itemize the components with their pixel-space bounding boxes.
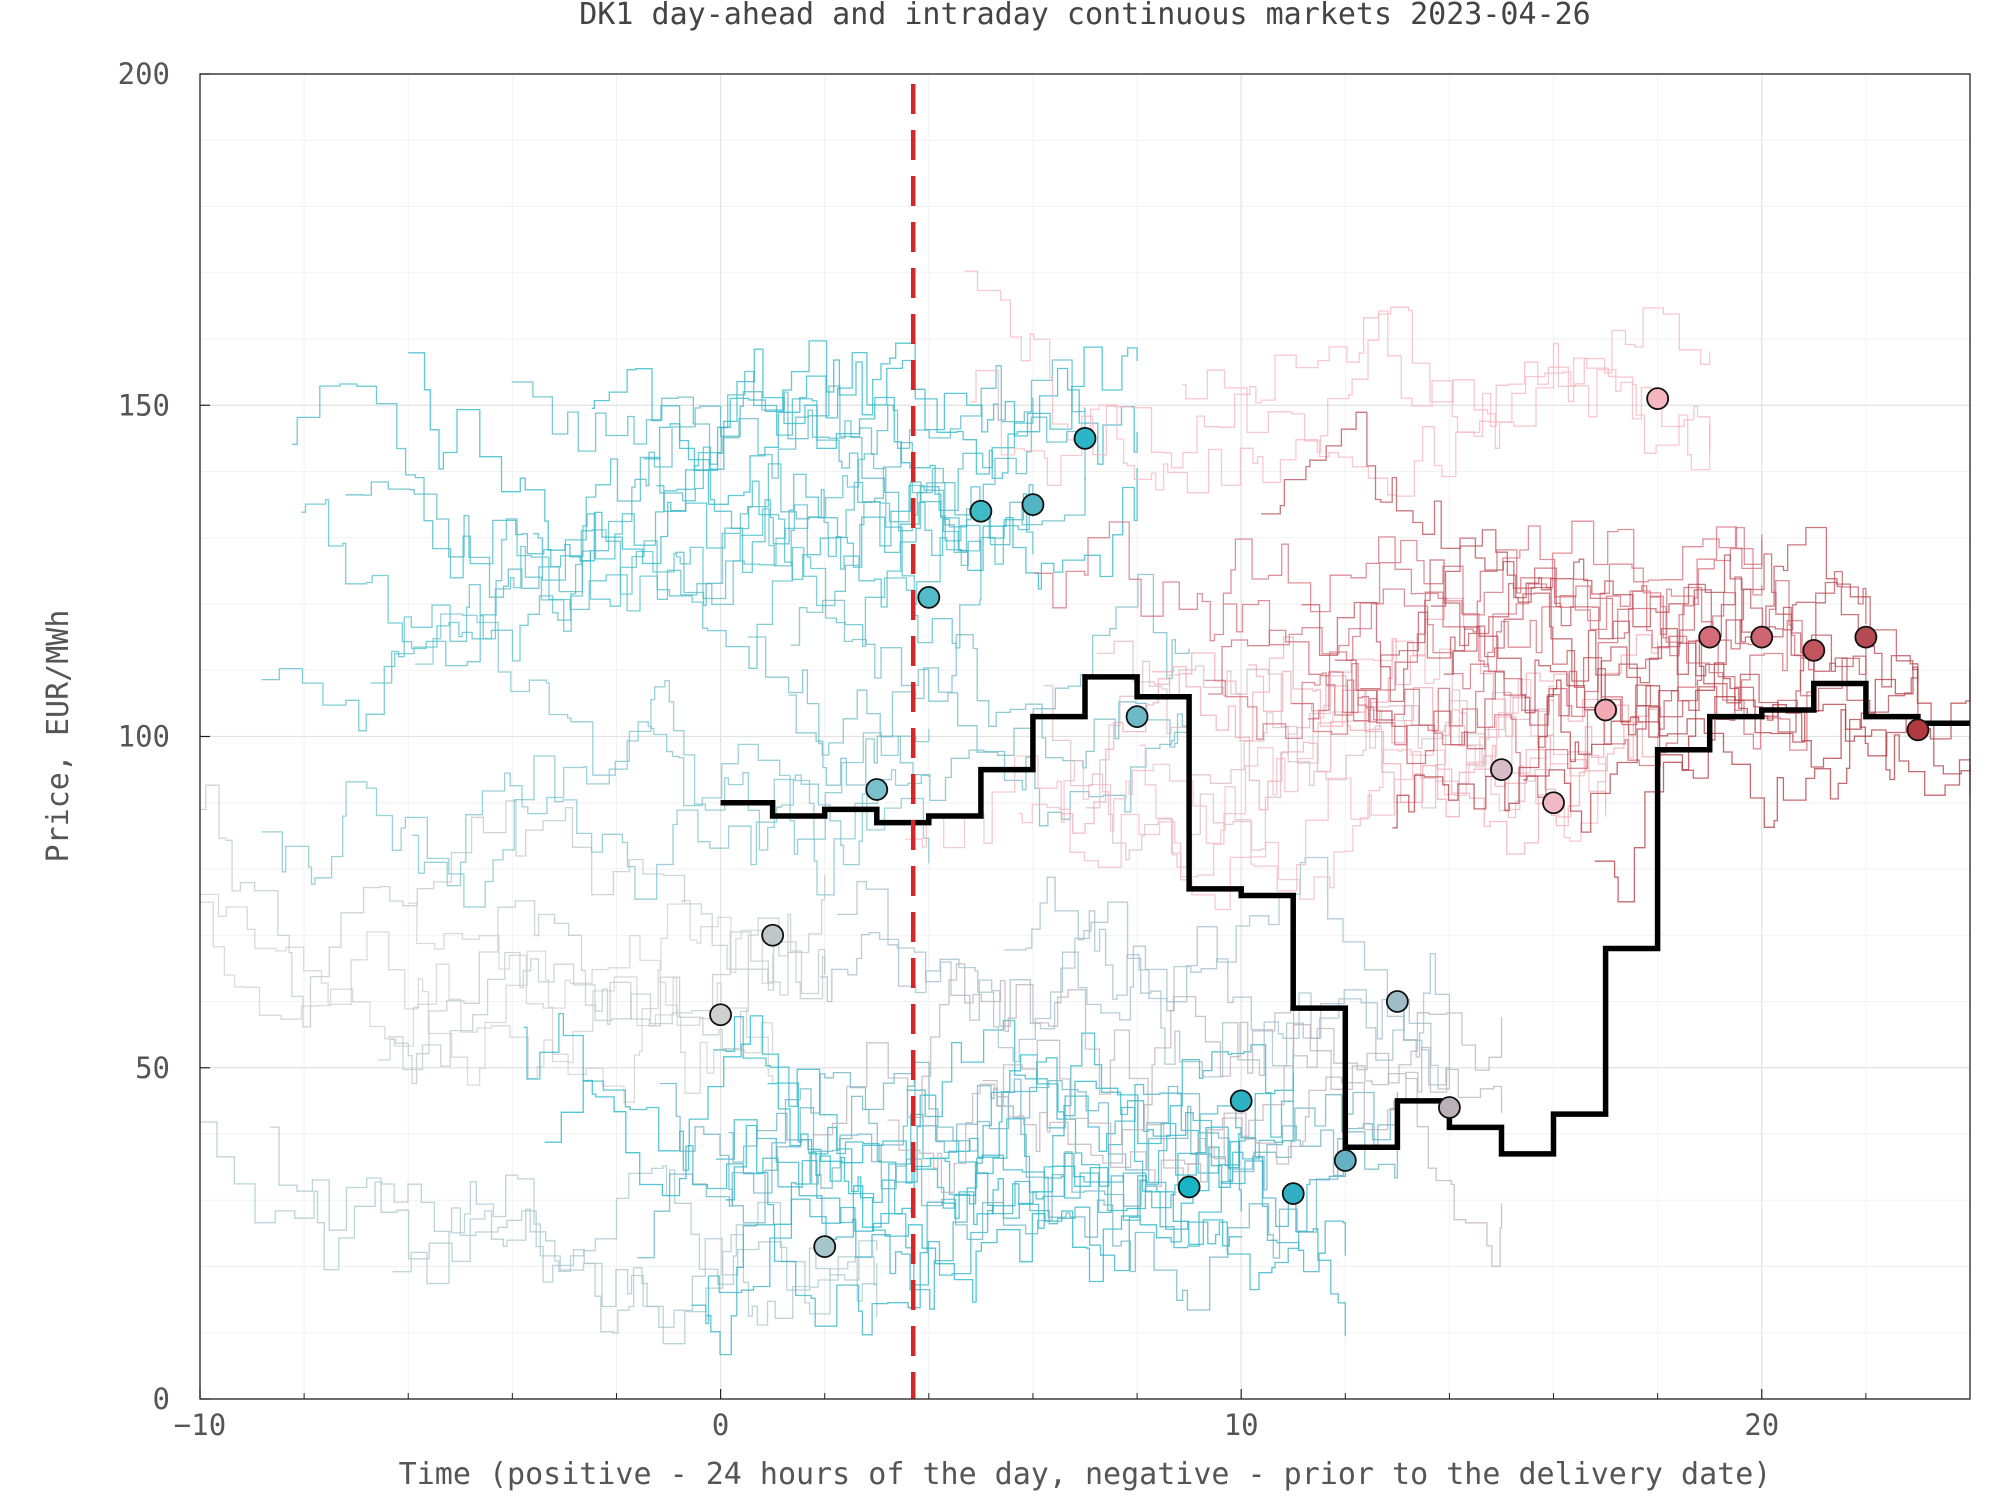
intraday-point [709,1003,732,1027]
intraday-point [865,778,889,801]
intraday-trace [200,900,774,1103]
y-tick-label: 150 [118,388,170,422]
intraday-trace [1204,525,1763,740]
intraday-trace [1152,597,1659,811]
intraday-trace [1018,678,1607,911]
y-tick-label: 100 [118,720,170,754]
intraday-point [1542,791,1565,815]
intraday-point [1490,758,1513,782]
intraday-trace [345,391,1086,598]
intraday-point [1073,426,1097,450]
intraday-trace [544,1015,1242,1197]
intraday-trace [261,728,930,908]
intraday-trace [200,784,826,1028]
intraday-trace [1334,553,1867,765]
intraday-trace [767,1082,1242,1303]
intraday-point [813,1235,837,1259]
intraday-trace [1392,666,1971,829]
intraday-trace [1085,660,1555,809]
intraday-trace [906,1019,1294,1174]
x-tick-label: 0 [712,1408,729,1442]
intraday-trace [713,1016,1294,1229]
intraday-trace [970,310,1711,494]
intraday-trace [1004,876,1451,1086]
intraday-trace [790,573,1190,756]
intraday-trace [377,875,826,1085]
intraday-trace [643,348,1138,590]
intraday-markers [709,387,1930,1259]
intraday-trace [887,1024,1503,1267]
intraday-trace [837,856,1451,1058]
intraday-trace [415,613,930,866]
x-axis-label: Time (positive - 24 hours of the day, ne… [399,1457,1772,1492]
intraday-trace [706,1154,1346,1356]
day-ahead-step-line [720,674,1970,1157]
intraday-trace [392,1174,878,1345]
intraday-point [761,923,785,947]
x-tick-label: 10 [1224,1408,1259,1442]
intraday-point [1646,387,1670,411]
intraday-trace [659,1072,1399,1224]
x-tick-label: 20 [1744,1408,1779,1442]
intraday-point [1438,1096,1461,1119]
intraday-trace [1182,357,1711,497]
intraday-trace [747,634,1190,769]
y-tick-label: 0 [153,1382,170,1416]
intraday-trace [270,1126,878,1318]
intraday-trace [301,499,982,667]
y-tick-label: 200 [118,57,170,91]
intraday-trace [408,346,1138,565]
intraday-trace [1523,670,1971,833]
intraday-point [1229,1089,1253,1113]
intraday-trace [1223,547,1763,690]
intraday-trace [820,931,1451,1090]
intraday-point [1906,718,1930,742]
intraday-trace [523,1012,1294,1249]
intraday-trace [408,902,774,1083]
intraday-trace [1443,581,1919,733]
intraday-point [1177,1175,1201,1199]
intraday-trace [982,995,1503,1164]
intraday-point [969,499,993,523]
intraday-trace [291,370,1034,579]
y-tick-label: 50 [135,1051,170,1085]
intraday-trace [591,340,1138,480]
intraday-point [917,585,941,609]
intraday-point [1750,625,1774,649]
intraday-point [1281,1182,1305,1206]
intraday-trace [728,1061,1399,1311]
intraday-trace [675,441,1086,606]
intraday-point [1854,625,1878,649]
intraday-point [1021,493,1045,517]
intraday-trace [691,1112,1346,1337]
intraday-trace [788,694,1190,827]
intraday-point [1125,705,1149,729]
intraday-trace [1430,526,1919,738]
intraday-trace [411,721,930,896]
day-ahead-series [720,674,1970,1157]
intraday-point [1594,698,1617,722]
intraday-trace [1248,664,1659,855]
intraday-trace [1096,640,1555,819]
x-tick-label: −10 [174,1408,226,1442]
intraday-trace [1034,520,1763,668]
intraday-trace [1261,411,1919,719]
intraday-trace [1301,559,1867,703]
intraday-point [1385,990,1409,1013]
intraday-point [1698,625,1722,649]
intraday-point [1333,1149,1357,1172]
intraday-trace [370,453,982,684]
intraday-trace [387,931,826,1071]
intraday-trace [200,1121,878,1334]
y-axis-label: Price, EUR/MWh [41,610,76,863]
intraday-point [1802,638,1826,662]
intraday-traces [200,270,1971,1356]
chart-title: DK1 day-ahead and intraday continuous ma… [579,0,1590,32]
